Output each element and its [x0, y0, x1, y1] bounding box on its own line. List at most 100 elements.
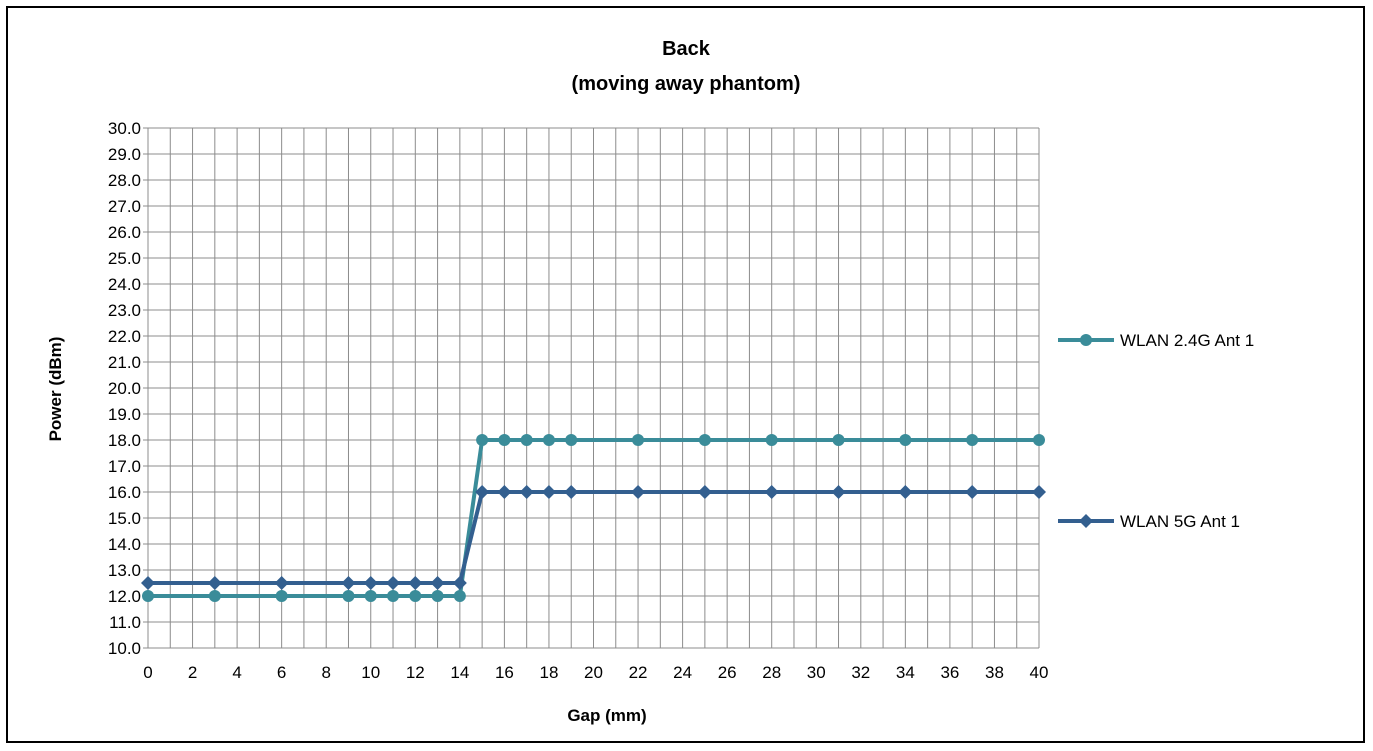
data-point [764, 485, 779, 499]
x-tick-label: 30 [807, 663, 826, 682]
x-tick-label: 38 [985, 663, 1004, 682]
data-point [142, 590, 154, 602]
x-tick-label: 36 [940, 663, 959, 682]
data-point [697, 485, 712, 499]
x-tick-label: 40 [1030, 663, 1049, 682]
data-point [765, 434, 778, 446]
x-axis-title: Gap (mm) [567, 706, 646, 725]
data-point [430, 576, 445, 590]
y-tick-label: 13.0 [108, 561, 141, 580]
chart-title-line-2: (moving away phantom) [572, 73, 801, 95]
data-point [207, 576, 222, 590]
y-tick-label: 23.0 [108, 301, 141, 320]
data-point [631, 485, 646, 499]
data-point [387, 590, 400, 602]
y-tick-label: 21.0 [108, 353, 141, 372]
x-tick-label: 0 [143, 663, 152, 682]
data-point [475, 485, 490, 499]
x-tick-label: 26 [718, 663, 737, 682]
y-tick-label: 19.0 [108, 405, 141, 424]
data-point [498, 434, 511, 446]
legend-label: WLAN 5G Ant 1 [1120, 512, 1240, 531]
y-tick-label: 17.0 [108, 457, 141, 476]
y-tick-label: 26.0 [108, 223, 141, 242]
x-tick-label: 10 [361, 663, 380, 682]
x-tick-label: 4 [232, 663, 241, 682]
chart-frame [6, 6, 1365, 743]
data-point [342, 590, 355, 602]
data-point [452, 576, 467, 590]
data-point [898, 485, 913, 499]
data-point [899, 434, 912, 446]
x-tick-label: 20 [584, 663, 603, 682]
data-point [520, 434, 533, 446]
legend-marker [1080, 334, 1092, 346]
data-point [409, 590, 422, 602]
data-point [364, 590, 377, 602]
y-tick-label: 28.0 [108, 171, 141, 190]
data-point [698, 434, 711, 446]
x-tick-labels: 0 2 4 6 8 10 12 14 16 18 20 22 24 26 28 30 32 34 36 38 40 [143, 663, 1048, 682]
data-point [275, 590, 288, 602]
data-point [141, 576, 155, 590]
x-tick-label: 32 [851, 663, 870, 682]
data-point [431, 590, 444, 602]
x-tick-label: 34 [896, 663, 915, 682]
data-point [966, 434, 979, 446]
y-axis-title: Power (dBm) [46, 337, 65, 442]
chart-title-line-1: Back [662, 38, 711, 60]
data-point [274, 576, 289, 590]
y-tick-label: 29.0 [108, 145, 141, 164]
x-tick-label: 18 [539, 663, 558, 682]
y-tick-label: 15.0 [108, 509, 141, 528]
data-point [1033, 434, 1045, 446]
y-tick-label: 24.0 [108, 275, 141, 294]
data-point [831, 485, 846, 499]
y-tick-label: 25.0 [108, 249, 141, 268]
data-point [832, 434, 845, 446]
legend-label: WLAN 2.4G Ant 1 [1120, 331, 1254, 350]
y-tick-label: 27.0 [108, 197, 141, 216]
data-point [386, 576, 401, 590]
x-tick-label: 24 [673, 663, 692, 682]
data-point [497, 485, 512, 499]
axes [143, 127, 1039, 649]
data-point [541, 485, 556, 499]
data-point [542, 434, 555, 446]
legend: WLAN 2.4G Ant 1 WLAN 5G Ant 1 [1058, 331, 1254, 531]
y-tick-label: 20.0 [108, 379, 141, 398]
data-point [632, 434, 645, 446]
y-tick-label: 11.0 [109, 613, 141, 632]
data-point [341, 576, 356, 590]
x-tick-label: 22 [629, 663, 648, 682]
x-tick-label: 2 [188, 663, 197, 682]
data-point [1032, 485, 1046, 499]
legend-marker [1079, 514, 1093, 528]
data-point [453, 590, 466, 602]
y-tick-label: 30.0 [108, 119, 141, 138]
data-point [476, 434, 489, 446]
x-tick-label: 6 [277, 663, 286, 682]
data-point [208, 590, 221, 602]
y-tick-label: 14.0 [108, 535, 141, 554]
y-tick-label: 22.0 [108, 327, 141, 346]
data-point [519, 485, 534, 499]
series-lines [141, 434, 1046, 602]
data-point [565, 434, 578, 446]
x-tick-label: 8 [321, 663, 330, 682]
y-tick-label: 12.0 [108, 587, 141, 606]
x-tick-label: 16 [495, 663, 514, 682]
y-tick-labels: 10.0 11.0 12.0 13.0 14.0 15.0 16.0 17.0 18.0 19.0… [108, 119, 141, 658]
data-point [965, 485, 980, 499]
y-tick-label: 18.0 [108, 431, 141, 450]
data-point [408, 576, 423, 590]
y-tick-label: 10.0 [108, 639, 141, 658]
y-tick-label: 16.0 [108, 483, 141, 502]
data-point [363, 576, 378, 590]
x-tick-label: 14 [450, 663, 469, 682]
x-tick-label: 28 [762, 663, 781, 682]
x-tick-label: 12 [406, 663, 425, 682]
data-point [564, 485, 579, 499]
grid-lines [147, 127, 1040, 649]
